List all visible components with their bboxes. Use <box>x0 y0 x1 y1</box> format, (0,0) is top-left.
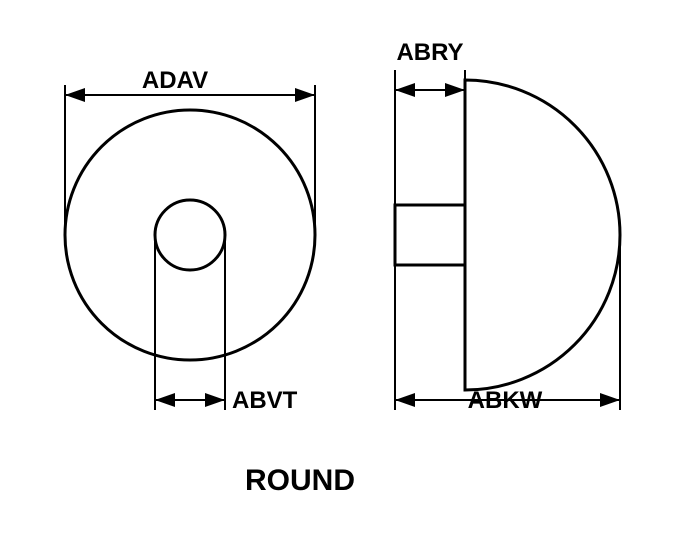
shaft-rect <box>395 205 465 265</box>
outer-circle <box>65 110 315 360</box>
label-abry: ABRY <box>396 39 463 66</box>
label-abvt: ABVT <box>232 387 298 414</box>
dim-abry: ABRY <box>395 39 465 205</box>
inner-circle <box>155 200 225 270</box>
side-view: ABRY ABKW <box>395 39 620 414</box>
label-adav: ADAV <box>142 67 208 94</box>
technical-drawing: ADAV ABVT ABRY <box>0 0 690 540</box>
dim-abkw: ABKW <box>395 235 620 414</box>
dome-shape <box>465 80 620 390</box>
diagram-title: ROUND <box>245 464 355 497</box>
label-abkw: ABKW <box>468 387 543 414</box>
dim-adav: ADAV <box>65 67 315 235</box>
front-view: ADAV ABVT <box>65 67 315 414</box>
